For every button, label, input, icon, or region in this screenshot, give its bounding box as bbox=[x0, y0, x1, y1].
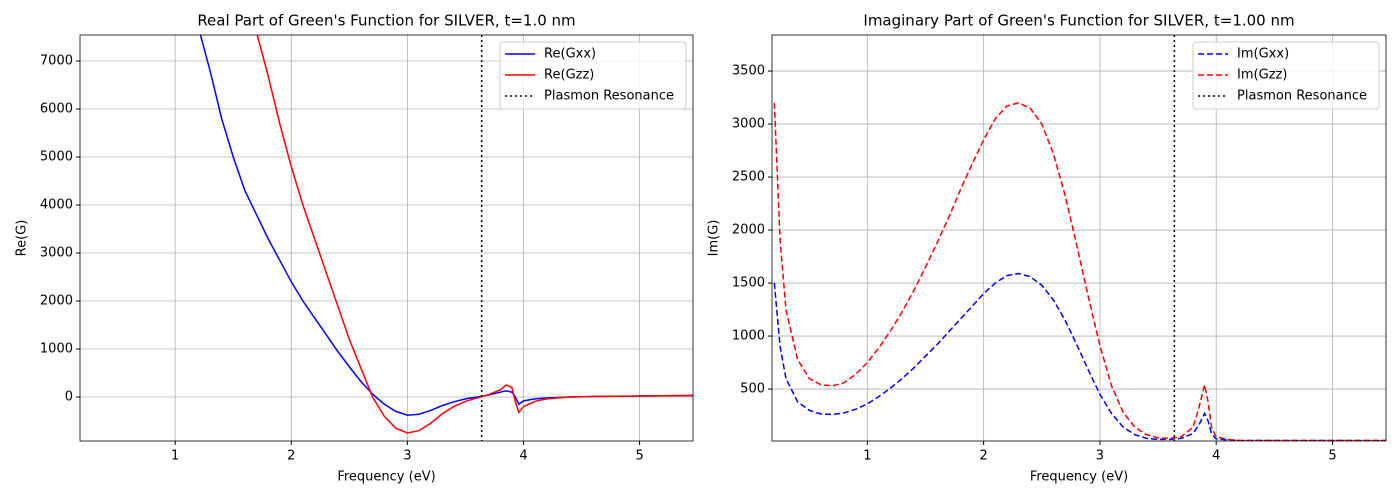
y-tick-label: 6000 bbox=[40, 102, 73, 117]
plot-area bbox=[199, 35, 693, 441]
y-tick-label: 0 bbox=[65, 389, 73, 404]
axes-frame bbox=[771, 34, 1387, 442]
legend: Re(Gxx) Re(Gzz) Plasmon Resonance bbox=[499, 41, 687, 110]
x-tick-label: 4 bbox=[1212, 449, 1220, 464]
x-axis-label: Frequency (eV) bbox=[337, 470, 435, 485]
legend: Im(Gxx) Im(Gzz) Plasmon Resonance bbox=[1192, 41, 1380, 110]
series-line bbox=[199, 35, 693, 416]
y-axis-label: Im(G) bbox=[707, 220, 722, 257]
legend-label: Plasmon Resonance bbox=[544, 89, 674, 104]
x-tick-label: 3 bbox=[1096, 449, 1104, 464]
legend-label: Im(Gxx) bbox=[1237, 47, 1289, 62]
y-tick-label: 2500 bbox=[732, 170, 765, 185]
subplot: 1 2 3 4 5 0 1000 2000 3000 4000 5000 6000 7000 Real P… bbox=[15, 12, 694, 485]
plot-area bbox=[773, 35, 1386, 441]
series-line bbox=[773, 272, 1386, 441]
chart-title: Imaginary Part of Green's Function for S… bbox=[863, 12, 1294, 30]
y-tick-label: 500 bbox=[740, 382, 765, 397]
x-tick-label: 5 bbox=[1328, 449, 1336, 464]
y-tick-label: 1000 bbox=[732, 329, 765, 344]
chart-title: Real Part of Green's Function for SILVER… bbox=[197, 12, 575, 30]
legend-label: Re(Gxx) bbox=[544, 47, 596, 62]
subplot: 1 2 3 4 5 500 1000 1500 2000 2500 3000 3500 Imaginar… bbox=[707, 12, 1387, 485]
x-tick-label: 2 bbox=[980, 449, 988, 464]
y-axis-label: Re(G) bbox=[15, 220, 30, 257]
x-tick-label: 1 bbox=[863, 449, 871, 464]
y-tick-label: 3000 bbox=[732, 117, 765, 132]
y-tick-label: 1500 bbox=[732, 276, 765, 291]
legend-label: Plasmon Resonance bbox=[1237, 89, 1367, 104]
axes-frame bbox=[79, 34, 694, 442]
y-tick-label: 2000 bbox=[732, 223, 765, 238]
x-tick-label: 4 bbox=[519, 449, 527, 464]
legend-box bbox=[1192, 41, 1380, 110]
y-tick-label: 2000 bbox=[40, 293, 73, 308]
series-line bbox=[256, 35, 693, 434]
y-tick-label: 3500 bbox=[732, 64, 765, 79]
x-axis-label: Frequency (eV) bbox=[1030, 470, 1128, 485]
x-tick-label: 1 bbox=[171, 449, 179, 464]
y-tick-label: 4000 bbox=[40, 198, 73, 213]
y-tick-label: 3000 bbox=[40, 245, 73, 260]
series-line bbox=[773, 102, 1386, 441]
y-tick-label: 1000 bbox=[40, 341, 73, 356]
x-tick-label: 2 bbox=[287, 449, 295, 464]
x-tick-label: 3 bbox=[403, 449, 411, 464]
legend-label: Re(Gzz) bbox=[544, 68, 594, 83]
y-tick-label: 5000 bbox=[40, 150, 73, 165]
x-tick-label: 5 bbox=[635, 449, 643, 464]
legend-label: Im(Gzz) bbox=[1237, 68, 1287, 83]
legend-box bbox=[499, 41, 687, 110]
y-tick-label: 7000 bbox=[40, 54, 73, 69]
